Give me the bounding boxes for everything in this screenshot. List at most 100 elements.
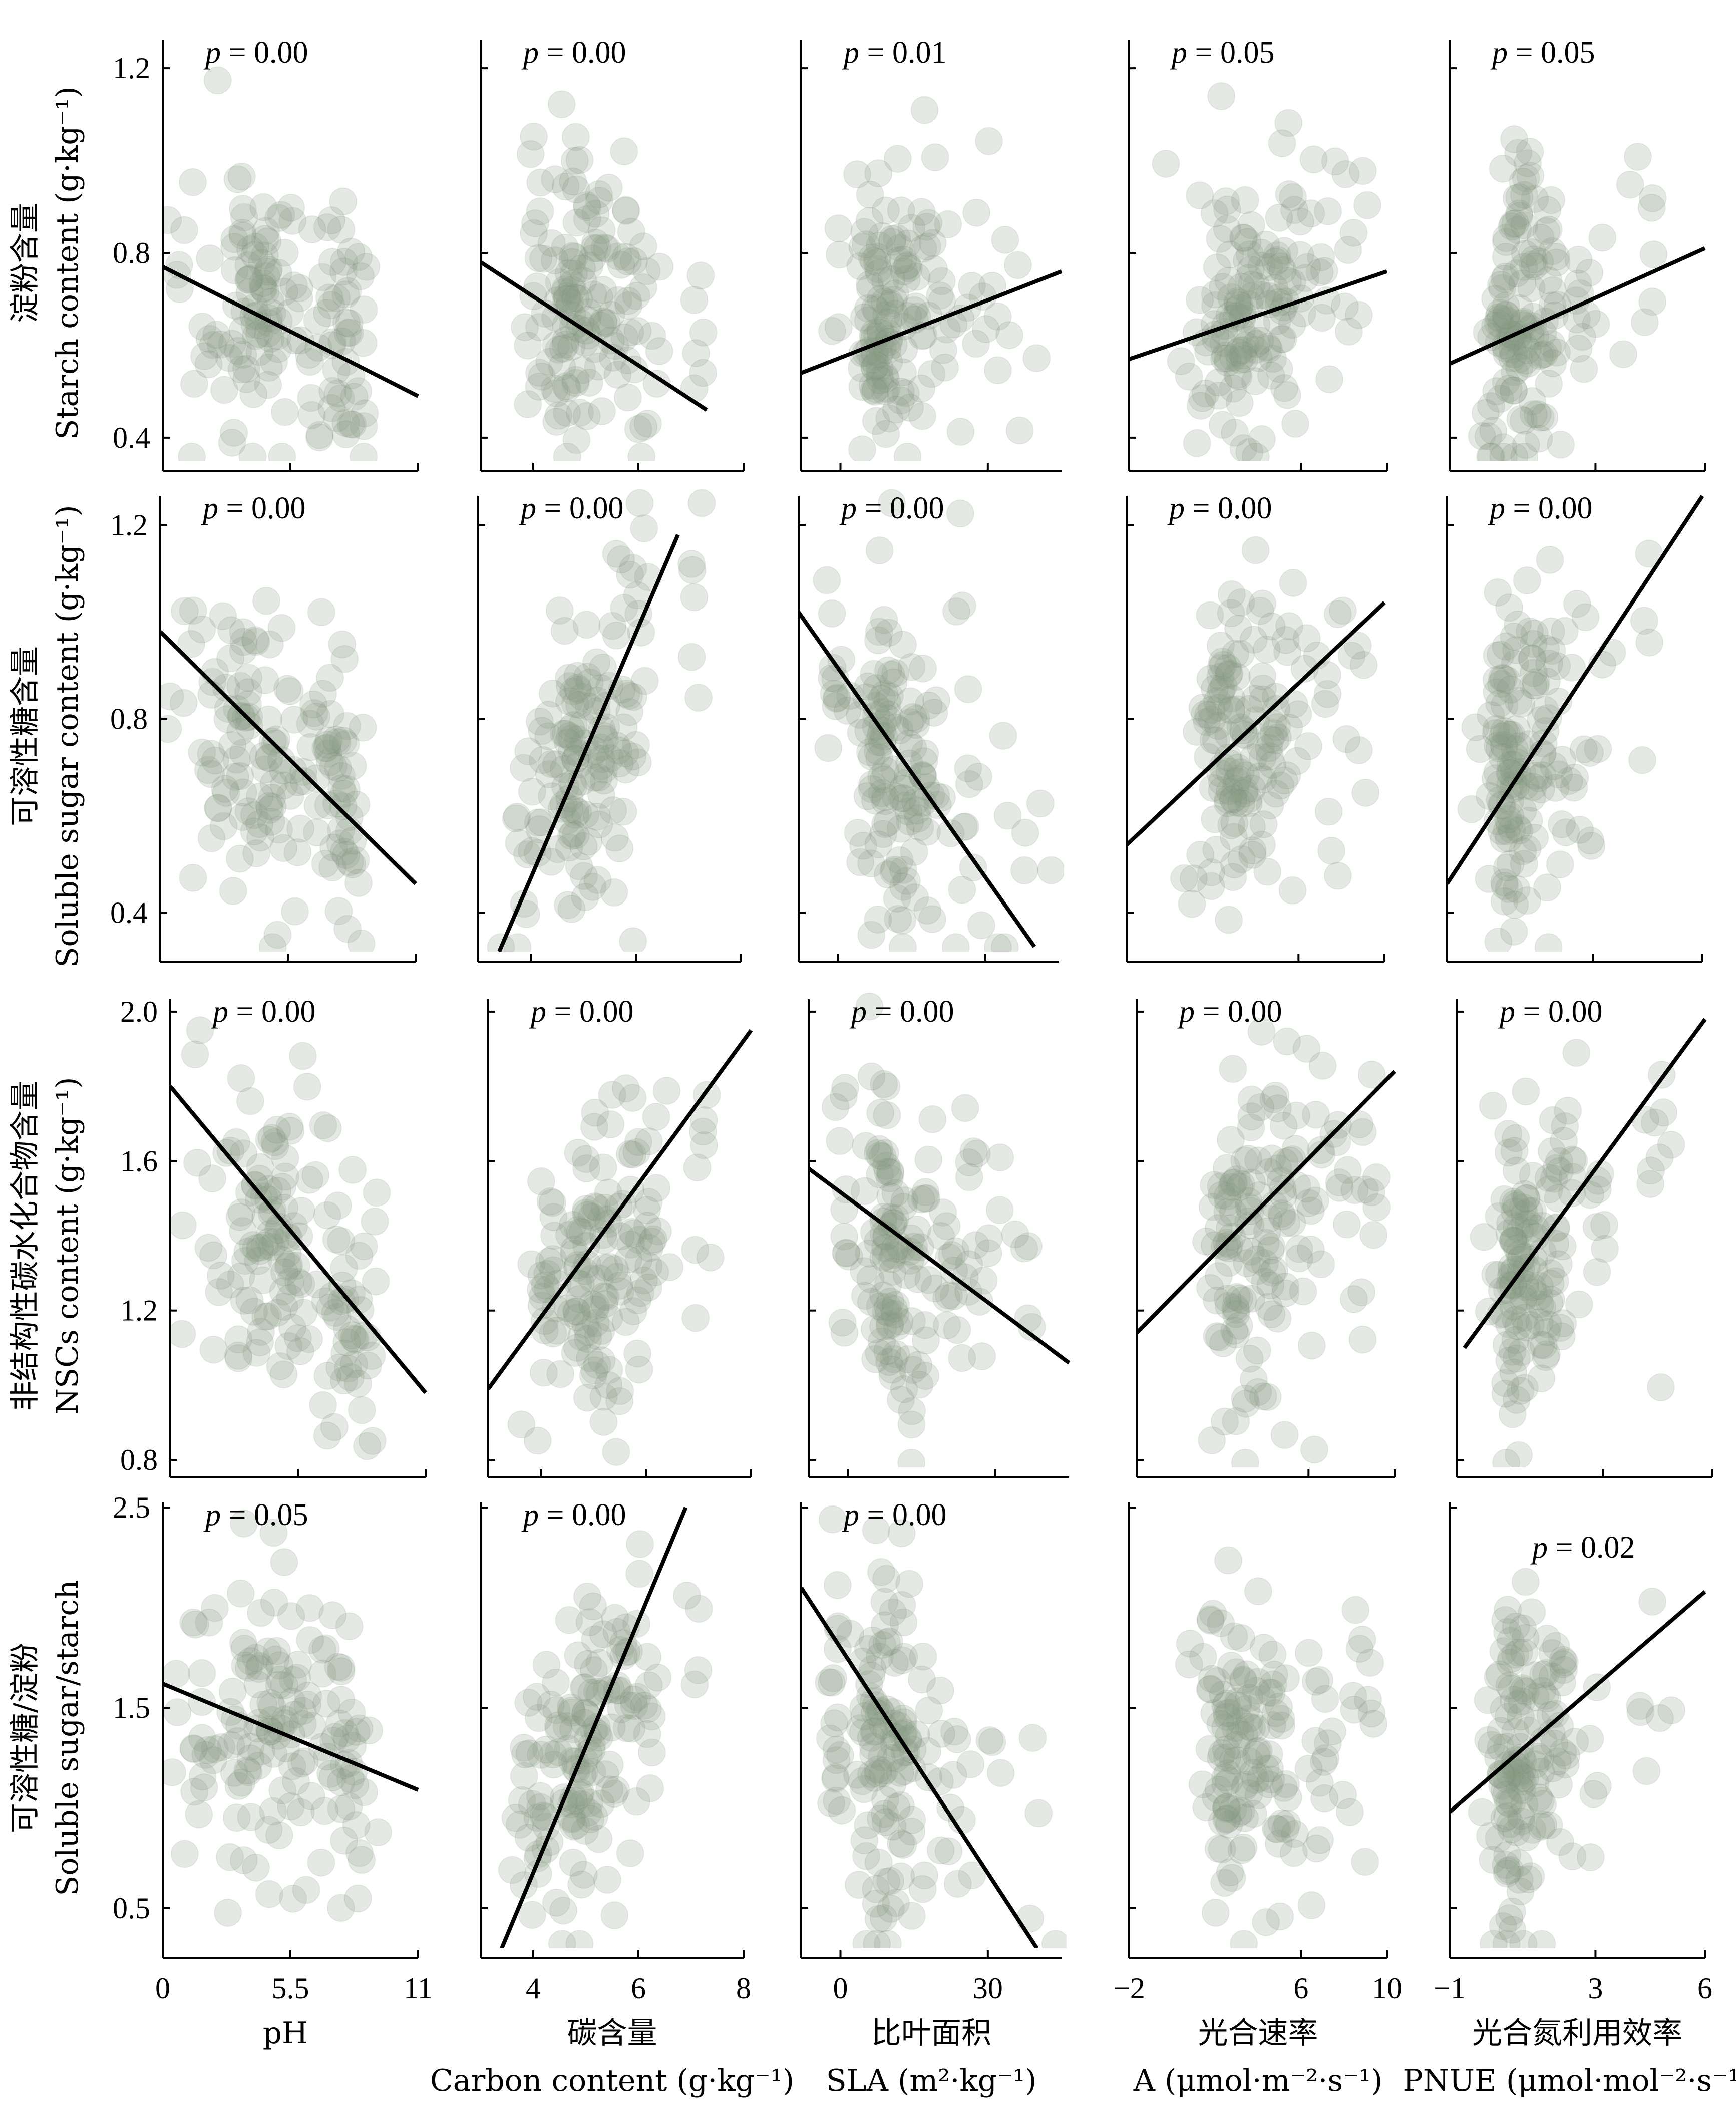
data-point [1235, 1704, 1264, 1733]
data-point [1527, 1364, 1556, 1393]
data-point [1347, 1278, 1376, 1307]
data-point [1523, 400, 1552, 428]
data-point [1564, 245, 1593, 274]
data-point [1194, 701, 1223, 729]
data-point [526, 1782, 555, 1811]
data-point [1511, 1764, 1539, 1792]
data-point [642, 369, 671, 398]
data-point [683, 1153, 712, 1182]
data-point [1222, 1283, 1251, 1311]
data-point [573, 663, 601, 691]
data-point [927, 1222, 955, 1250]
data-point [861, 786, 889, 815]
data-point [1264, 1154, 1292, 1182]
data-point [252, 262, 280, 290]
data-point [358, 1342, 386, 1370]
data-point [893, 251, 922, 279]
data-point [892, 791, 920, 820]
data-point [1220, 1622, 1248, 1651]
panel-starch-A: p = 0.05 [1128, 36, 1388, 472]
data-point [1528, 1293, 1557, 1322]
data-point [300, 699, 328, 727]
data-point [246, 1153, 274, 1181]
data-point [1266, 1166, 1295, 1195]
data-point [678, 556, 707, 584]
data-point [348, 1846, 376, 1874]
data-point [563, 1297, 591, 1326]
data-point [557, 1805, 586, 1834]
data-point [956, 1750, 985, 1778]
data-point [1357, 1699, 1386, 1728]
data-point [282, 1252, 310, 1280]
regression-line [488, 1029, 753, 1390]
data-point [1561, 763, 1589, 792]
data-point [527, 1167, 555, 1195]
data-point [1213, 1689, 1241, 1718]
data-point [1495, 1789, 1523, 1818]
data-point [600, 823, 629, 852]
data-point [860, 1718, 888, 1746]
data-point [234, 265, 263, 294]
data-point [501, 1803, 530, 1832]
data-point [1498, 1897, 1526, 1926]
data-point [610, 137, 638, 166]
data-point [565, 146, 594, 174]
data-point [1521, 1214, 1550, 1243]
data-point [1488, 1771, 1517, 1800]
data-point [585, 1264, 614, 1293]
regression-line [163, 265, 419, 398]
data-point [940, 1717, 968, 1746]
data-point [558, 248, 586, 276]
data-point [862, 375, 890, 403]
data-point [206, 330, 235, 359]
data-point [593, 1206, 621, 1234]
data-point [1492, 291, 1520, 320]
data-point [1518, 644, 1547, 673]
data-point [914, 691, 943, 720]
regression-line [801, 1586, 1039, 1948]
data-point [860, 660, 888, 688]
data-point [1510, 1638, 1539, 1667]
panel-sugar-pH: 0.40.81.2 p = 0.00 [110, 491, 417, 963]
data-point [524, 244, 553, 272]
data-point [1204, 1214, 1233, 1242]
data-point [160, 715, 182, 743]
data-point [816, 1724, 844, 1753]
data-point [1512, 431, 1540, 459]
data-point [1505, 353, 1534, 382]
data-point [276, 1284, 304, 1312]
data-point [1505, 732, 1534, 761]
data-point [533, 1260, 562, 1288]
data-point [1468, 422, 1496, 450]
data-point [1217, 811, 1245, 839]
data-point [1490, 1804, 1519, 1833]
data-point [240, 817, 268, 846]
data-point [830, 1082, 858, 1110]
data-point [314, 739, 342, 768]
data-point [1242, 272, 1270, 300]
data-point [652, 1076, 681, 1105]
data-point [828, 1308, 857, 1337]
data-point [1200, 675, 1229, 703]
data-point [1493, 817, 1521, 845]
data-point [267, 1246, 296, 1274]
data-point [634, 1273, 662, 1302]
data-point [965, 1288, 994, 1316]
data-point [1526, 247, 1554, 276]
data-point [873, 808, 902, 837]
data-point [1283, 747, 1311, 775]
data-point [932, 1284, 961, 1313]
data-point [877, 660, 905, 689]
data-point [1461, 713, 1490, 742]
data-point [1246, 326, 1274, 355]
data-point [1214, 743, 1242, 772]
x-tick-label: 3 [1588, 1972, 1603, 2005]
data-point [1348, 1118, 1377, 1146]
regression-line [1127, 601, 1386, 847]
data-point [1535, 1289, 1564, 1317]
data-point [591, 1760, 619, 1788]
data-point [539, 1319, 567, 1348]
data-point [1497, 1815, 1526, 1844]
data-point [859, 1740, 887, 1768]
data-point [855, 1670, 883, 1698]
